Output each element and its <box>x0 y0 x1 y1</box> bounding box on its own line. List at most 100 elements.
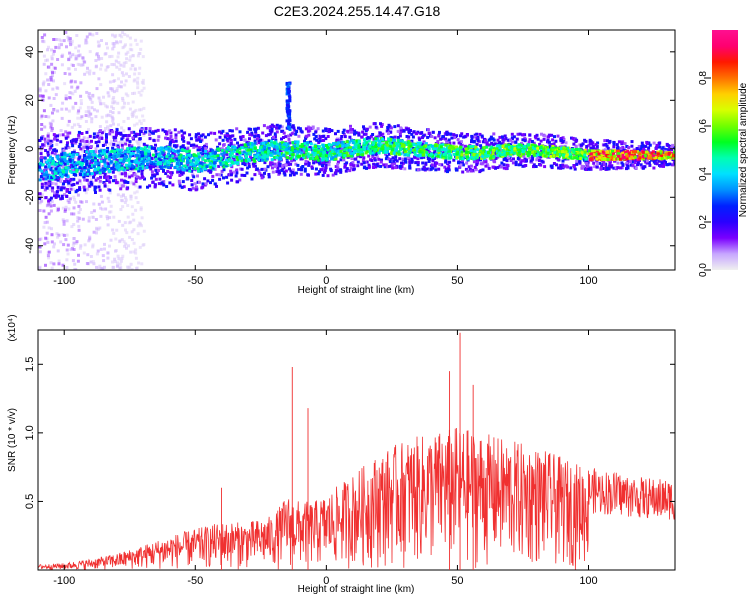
spectrogram-cell <box>172 144 176 148</box>
spectrogram-cell <box>64 146 68 150</box>
spectrogram-cell <box>389 138 393 142</box>
spectrogram-cell <box>99 83 103 87</box>
spectrogram-cell <box>314 167 318 171</box>
spectrogram-cell <box>108 80 112 84</box>
spectrogram-cell <box>668 145 672 149</box>
spectrogram-cell <box>440 137 444 141</box>
spectrogram-cell <box>42 62 46 66</box>
spectrogram-cell <box>127 127 131 131</box>
spectrogram-cell <box>348 135 352 139</box>
spectrogram-cell <box>562 137 566 141</box>
spectrogram-cell <box>273 135 277 139</box>
spectrogram-cell <box>94 65 98 69</box>
spectrogram-cell <box>136 86 140 90</box>
spectrogram-cell <box>290 171 294 175</box>
spectrogram-cell <box>78 142 82 146</box>
spectrogram-cell <box>42 109 46 113</box>
spectrogram-cell <box>57 162 61 166</box>
spectrogram-cell <box>667 148 671 152</box>
spectrogram-cell <box>160 181 164 185</box>
spectrogram-cell <box>194 133 198 137</box>
spectrogram-cell <box>117 257 121 261</box>
spectrogram-cell <box>314 130 318 134</box>
spectrogram-cell <box>264 134 268 138</box>
spectrogram-cell <box>535 158 539 162</box>
spectrogram-cell <box>87 128 90 131</box>
spectrogram-cell <box>288 167 291 171</box>
spectrogram-cell <box>360 148 364 152</box>
spectrogram-cell <box>104 104 108 108</box>
spectrogram-cell <box>140 216 144 220</box>
spectrogram-cell <box>244 159 248 162</box>
spectrogram-cell <box>46 153 50 157</box>
spectrogram-cell <box>367 139 371 143</box>
spectrogram-cell <box>467 165 471 169</box>
spectrogram-cell <box>131 115 134 118</box>
spectrogram-cell <box>488 143 492 147</box>
spectrogram-cell <box>616 161 620 165</box>
spectrogram-cell <box>269 161 273 165</box>
spectrogram-cell <box>654 146 658 150</box>
spectrogram-cell <box>97 96 101 100</box>
spectrogram-cell <box>181 171 185 175</box>
spectrogram-cell <box>539 139 543 143</box>
spectrogram-cell <box>145 166 149 169</box>
spectrogram-cell <box>327 163 331 167</box>
spectrogram-cell <box>134 208 138 212</box>
spectrogram-cell <box>407 144 411 148</box>
spectrogram-cell <box>275 123 279 127</box>
spectrogram-cell <box>390 150 394 154</box>
spectrogram-cell <box>49 261 53 265</box>
spectrogram-cell <box>170 173 173 177</box>
spectrogram-cell <box>140 80 144 84</box>
spectrogram-cell <box>77 253 80 257</box>
spectrogram-cell <box>357 133 361 137</box>
spectrogram-cell <box>246 166 250 170</box>
spectrogram-cell <box>123 83 127 87</box>
spectrogram-cell <box>122 140 126 144</box>
spectrogram-cell <box>108 157 111 161</box>
spectrogram-cell <box>272 124 276 128</box>
spectrogram-cell <box>142 106 146 110</box>
spectrogram-cell <box>63 157 67 161</box>
spectrogram-cell <box>564 164 568 168</box>
spectrogram-cell <box>452 141 456 145</box>
spectrogram-cell <box>225 134 229 137</box>
spectrogram-cell <box>288 141 292 145</box>
spectrogram-cell <box>106 251 110 255</box>
spectrogram-cell <box>117 51 121 55</box>
spectrogram-cell <box>144 127 148 130</box>
spectrogram-cell <box>220 147 224 151</box>
spectrogram-cell <box>89 180 93 184</box>
spectrogram-cell <box>78 106 82 110</box>
spectrogram-cell <box>481 146 485 150</box>
spectrogram-cell <box>572 142 576 146</box>
spectrogram-cell <box>138 133 142 136</box>
spectrogram-cell <box>138 245 142 249</box>
spectrogram-cell <box>117 145 120 149</box>
spectrogram-cell <box>612 166 616 170</box>
spectrogram-cell <box>141 78 145 82</box>
spectrogram-cell <box>341 131 345 134</box>
spectrogram-cell <box>70 85 74 89</box>
spectrogram-cell <box>462 153 466 157</box>
spectrogram-cell <box>60 107 64 111</box>
spectrogram-cell <box>100 200 104 204</box>
spectrogram-cell <box>454 149 458 153</box>
spectrogram-cell <box>133 173 137 177</box>
spectrogram-cell <box>270 158 274 162</box>
spectrogram-cell <box>605 153 609 157</box>
spectrogram-cell <box>426 152 429 156</box>
spectrogram-cell <box>218 173 221 177</box>
spectrogram-cell <box>228 152 232 156</box>
spectrogram-cell <box>72 183 76 186</box>
spectrogram-cell <box>180 166 184 170</box>
spectrogram-cell <box>326 135 330 138</box>
spectrogram-cell <box>114 237 118 241</box>
spectrogram-cell <box>86 187 90 191</box>
spectrogram-cell <box>121 205 125 209</box>
spectrogram-cell <box>174 139 178 143</box>
spectrogram-cell <box>488 148 492 152</box>
spectrogram-cell <box>71 92 75 96</box>
spectrogram-cell <box>437 134 441 138</box>
